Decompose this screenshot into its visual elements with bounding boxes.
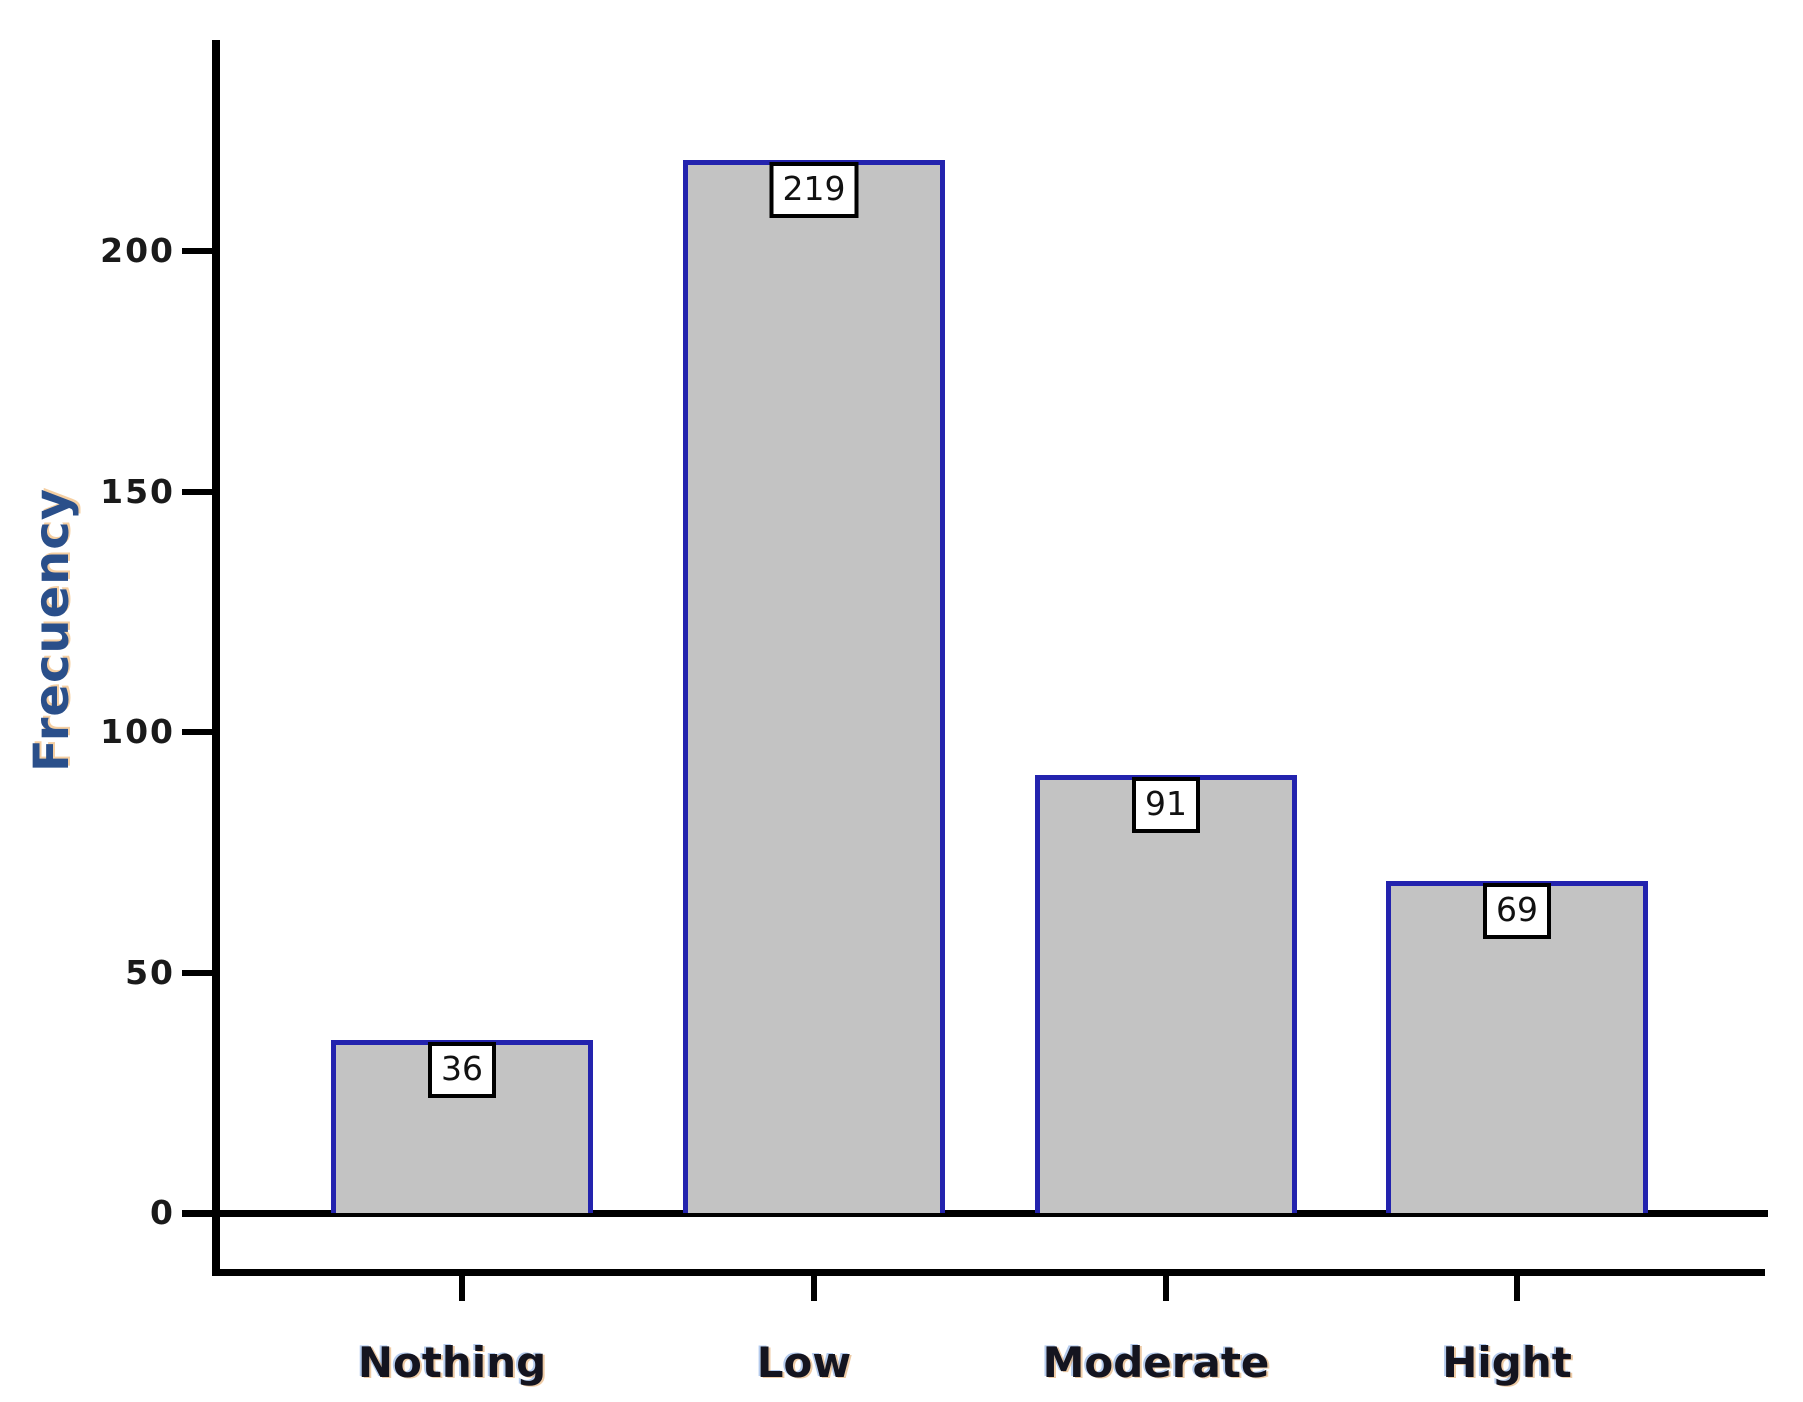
x-axis-category-label: Moderate [1042, 1338, 1270, 1387]
x-axis-category-label: Hight [1442, 1338, 1572, 1387]
x-axis-category-label: Nothing [357, 1338, 547, 1387]
bar-value-label: 219 [769, 161, 859, 218]
y-axis-tick-label: 0 [150, 1193, 175, 1232]
bar-value-label: 36 [428, 1041, 496, 1098]
zero-baseline [182, 1210, 1768, 1217]
x-axis-category-label: Low [756, 1338, 852, 1387]
x-axis-tick [459, 1276, 465, 1301]
y-axis-tick [182, 969, 212, 976]
x-axis-line [212, 1269, 1765, 1276]
y-axis-tick-label: 100 [100, 712, 175, 751]
y-axis-tick-label: 50 [125, 952, 175, 992]
bar-value-label: 69 [1483, 883, 1551, 940]
y-axis-tick [182, 1210, 212, 1216]
y-axis-tick-label: 200 [100, 231, 175, 270]
y-axis-tick [182, 248, 212, 254]
bar-low [683, 159, 945, 1213]
bar-moderate [1035, 775, 1297, 1213]
y-axis-tick-label: 150 [100, 471, 175, 511]
bar-value-label: 91 [1132, 777, 1200, 834]
y-axis-tick [182, 729, 212, 735]
x-axis-tick [1163, 1276, 1169, 1301]
y-axis-tick [182, 488, 212, 495]
y-axis-line [212, 40, 220, 1276]
x-axis-tick [811, 1276, 817, 1301]
x-axis-tick [1514, 1276, 1520, 1301]
